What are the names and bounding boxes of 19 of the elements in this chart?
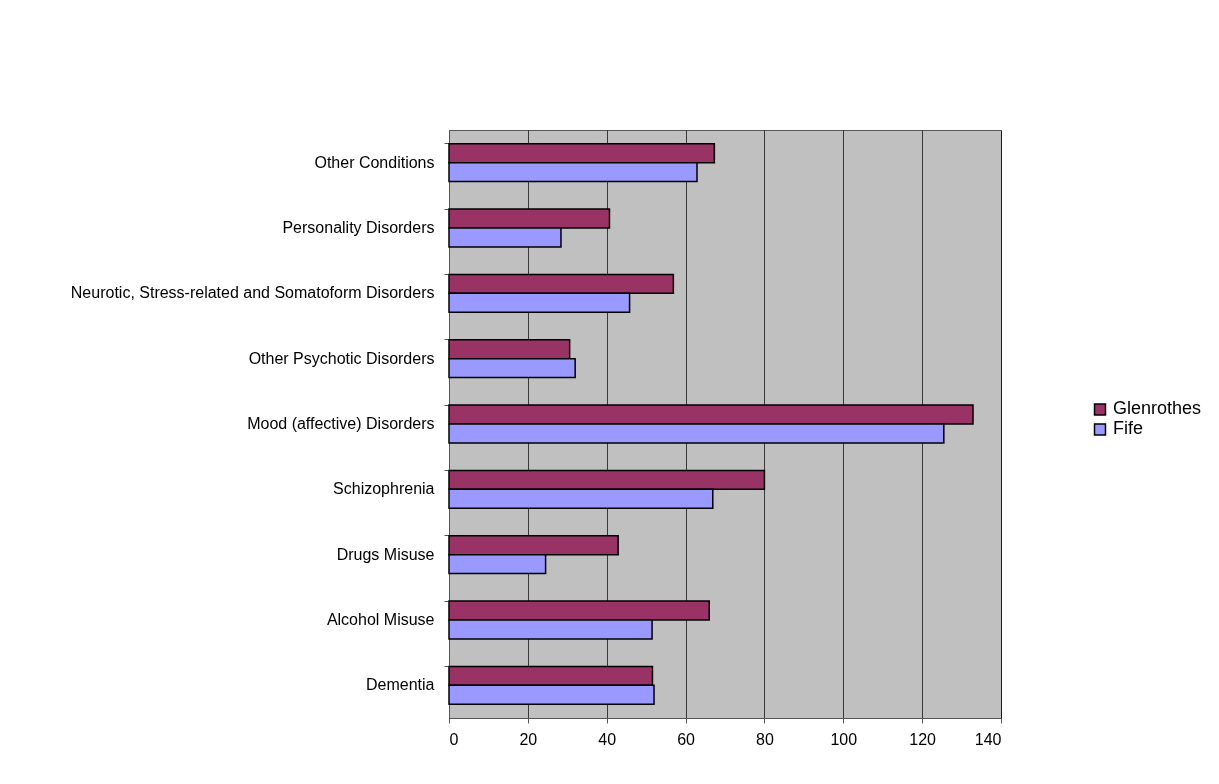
y-tick-label: Neurotic, Stress-related and Somatoform Disorders: [70, 284, 435, 302]
x-tick-label: 60: [677, 730, 696, 748]
x-tick-label: 40: [598, 730, 617, 748]
y-tick-label: Schizophrenia: [333, 480, 435, 498]
legend-label: Glenrothes: [1113, 398, 1202, 419]
x-tick-label: 120: [909, 730, 937, 748]
y-tick-label: Mood (affective) Disorders: [247, 415, 435, 432]
y-tick-label: Drugs Misuse: [336, 545, 435, 563]
y-tick-label: Other Psychotic Disorders: [248, 349, 435, 367]
x-tick-label: 0: [449, 730, 459, 748]
y-tick-label: Alcohol Misuse: [326, 611, 435, 628]
x-tick-label: 20: [519, 730, 538, 748]
y-tick-label: Personality Disorders: [282, 219, 435, 236]
x-tick-label: 80: [756, 730, 774, 748]
y-tick-label: Dementia: [366, 676, 435, 694]
y-tick-label: Other Conditions: [314, 153, 435, 171]
legend-label: Fife: [1113, 418, 1144, 439]
x-tick-label: 100: [830, 730, 858, 748]
x-tick-label: 140: [974, 730, 1002, 748]
